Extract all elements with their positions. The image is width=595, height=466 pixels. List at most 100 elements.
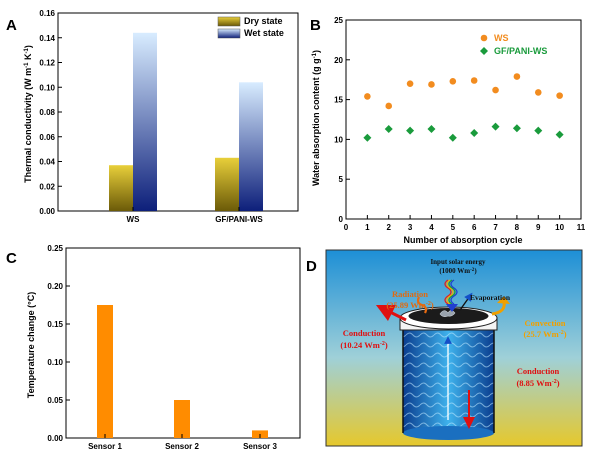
conduction-left-value: (10.24 Wm-2) <box>340 340 388 350</box>
y-tick-label: 0.14 <box>39 34 55 43</box>
point-ws <box>385 102 393 110</box>
point-gf-pani-ws <box>448 133 457 142</box>
point-gf-pani-ws <box>534 126 543 135</box>
legend-label-gf-pani-ws: GF/PANI-WS <box>494 46 547 56</box>
y-tick-label: 15 <box>334 96 343 105</box>
point-ws <box>492 86 499 94</box>
x-tick-label: 1 <box>365 223 370 232</box>
chart-a-ylabel: Thermal conductivity (W m-1 K-1) <box>23 45 33 183</box>
legend-swatch-gf-pani-ws <box>480 47 488 55</box>
absorber-texture <box>439 310 456 317</box>
chart-a: 0.00 0.02 0.04 0.06 0.08 0.10 0.12 0.14 0.16 WS GF… <box>39 9 299 224</box>
convection-arrowhead <box>497 296 510 304</box>
x-tick-label: 4 <box>429 223 434 232</box>
y-tick-label: 0.25 <box>47 244 63 253</box>
bar-wet-state <box>239 82 263 211</box>
point-gf-pani-ws <box>384 125 393 134</box>
point-ws <box>406 80 414 87</box>
panel-a: A Thermal conductivity (W m-1 K-1) 0.000… <box>6 9 299 224</box>
bar-dry-state <box>215 157 239 211</box>
x-tick-label: 6 <box>472 223 477 232</box>
legend-swatch <box>217 28 241 39</box>
bar-sensor-2 <box>174 400 190 438</box>
y-tick-label: 25 <box>334 16 343 25</box>
radiation-value: (25.89 Wm-2) <box>386 300 434 310</box>
y-tick-label: 10 <box>334 135 343 144</box>
convection-label: Convection <box>524 318 565 328</box>
legend-swatch <box>217 16 241 27</box>
y-tick-label: 0.05 <box>47 396 63 405</box>
bar-sensor-1 <box>97 305 113 438</box>
legend-label-ws: WS <box>494 33 509 43</box>
y-tick-label: 0 <box>339 215 344 224</box>
panel-d: D <box>306 249 583 447</box>
point-gf-pani-ws <box>363 133 372 142</box>
y-tick-label: 0.02 <box>39 182 55 191</box>
x-tick-label: 3 <box>408 223 413 232</box>
conduction-right-label: Conduction <box>517 366 560 376</box>
y-tick-label: 0.04 <box>39 158 55 167</box>
point-gf-pani-ws <box>470 129 479 138</box>
bar-wet-state <box>133 32 157 211</box>
panel-letter-b: B <box>310 17 321 34</box>
input-solar-value: (1000 Wm-2) <box>439 267 477 275</box>
x-tick-label: 7 <box>493 223 498 232</box>
y-tick-label: 0.20 <box>47 282 63 291</box>
x-tick-label: 9 <box>536 223 541 232</box>
legend-label: Wet state <box>244 28 284 38</box>
panel-letter-d: D <box>306 258 317 275</box>
x-tick-label: WS <box>127 215 141 224</box>
point-ws <box>534 89 542 96</box>
y-tick-label: 20 <box>334 56 343 65</box>
point-ws <box>428 81 435 88</box>
point-gf-pani-ws <box>491 122 500 131</box>
y-tick-label: 0.15 <box>47 320 63 329</box>
x-tick-label: Sensor 3 <box>243 442 277 451</box>
x-tick-label: GF/PANI-WS <box>215 215 263 224</box>
plot-frame <box>345 19 582 220</box>
bar-dry-state <box>109 165 133 211</box>
legend-swatch-ws <box>480 34 488 42</box>
point-ws <box>449 77 457 85</box>
point-ws <box>513 73 521 80</box>
evaporation-arrow <box>459 292 473 311</box>
point-ws <box>556 92 563 99</box>
chart-b-xlabel: Number of absorption cycle <box>403 235 522 245</box>
chart-b: 0 5 10 15 20 25 0 1 2 3 4 5 6 7 8 9 10 11 WS GF/PANI-WS <box>334 16 586 232</box>
x-tick-label: 2 <box>387 223 392 232</box>
panel-c: C Temperature change (°C) 0.000.050.100.… <box>6 244 301 451</box>
y-tick-label: 0.06 <box>39 133 55 142</box>
x-tick-label: Sensor 2 <box>165 442 199 451</box>
container-bottom <box>403 426 494 440</box>
y-tick-label: 0.00 <box>47 434 63 443</box>
x-tick-label: 8 <box>515 223 520 232</box>
convection-arrow <box>491 301 506 316</box>
point-ws <box>364 93 371 100</box>
y-tick-label: 0.12 <box>39 59 55 68</box>
radiation-label: Radiation <box>392 289 428 299</box>
x-tick-label: 10 <box>555 223 564 232</box>
conduction-left-arrow <box>375 304 407 322</box>
y-tick-label: 5 <box>339 175 344 184</box>
solar-input-arrow <box>444 279 458 312</box>
conduction-left-label: Conduction <box>343 328 386 338</box>
panel-b: B Water absorption content (g g-1) Numbe… <box>310 16 586 245</box>
evaporation-label: Evaporation <box>470 293 511 302</box>
legend-label: Dry state <box>244 16 283 26</box>
convection-value: (25.7 Wm-2) <box>523 329 566 339</box>
point-gf-pani-ws <box>406 126 415 135</box>
container-walls <box>402 325 495 433</box>
x-tick-label: 5 <box>451 223 456 232</box>
y-tick-label: 0.08 <box>39 108 55 117</box>
container-cylinder <box>399 306 498 440</box>
chart-c-ylabel: Temperature change (°C) <box>26 292 36 398</box>
x-tick-label: 11 <box>577 223 586 232</box>
point-gf-pani-ws <box>512 124 521 133</box>
radiation-arrow <box>416 296 428 314</box>
chart-c: 0.00 0.05 0.10 0.15 0.20 0.25 Sensor 1 Sensor 2… <box>47 244 301 451</box>
point-gf-pani-ws <box>427 125 436 134</box>
y-tick-label: 0.10 <box>39 83 55 92</box>
point-ws <box>470 77 478 84</box>
x-tick-label: 0 <box>344 223 349 232</box>
panel-letter-c: C <box>6 250 17 267</box>
